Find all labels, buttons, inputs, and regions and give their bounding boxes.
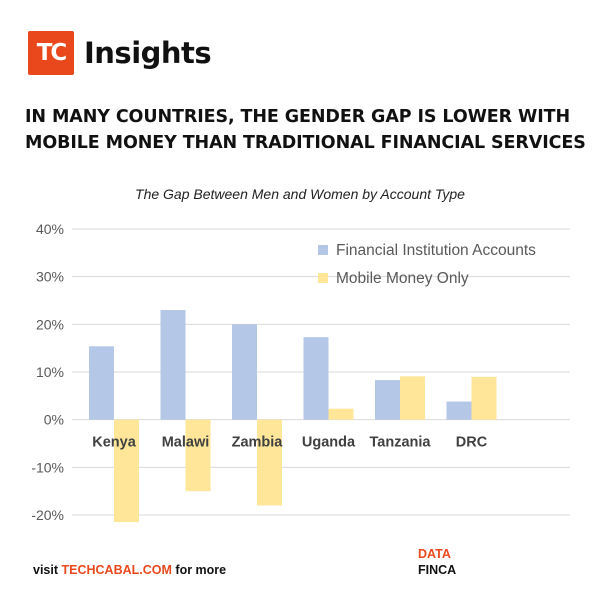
bar-mobile-money-kenya (114, 419, 139, 523)
legend-label: Financial Institution Accounts (336, 242, 536, 259)
y-tick-label: 0% (44, 412, 64, 428)
y-tick-label: 40% (36, 221, 64, 237)
y-tick-label: 30% (36, 269, 64, 285)
x-category-label: DRC (456, 435, 488, 451)
bar-financial-institution-uganda (303, 337, 329, 420)
legend-swatch (318, 245, 328, 255)
y-tick-label: -20% (31, 507, 64, 523)
bar-mobile-money-drc (471, 376, 497, 420)
bar-financial-institution-zambia (232, 324, 257, 420)
bar-financial-institution-tanzania (375, 380, 400, 420)
headline: IN MANY COUNTRIES, THE GENDER GAP IS LOW… (25, 104, 586, 156)
bar-mobile-money-tanzania (400, 376, 425, 420)
chart-title: The Gap Between Men and Women by Account… (135, 186, 465, 202)
headline-line-1: IN MANY COUNTRIES, THE GENDER GAP IS LOW… (25, 107, 571, 127)
bar-mobile-money-zambia (257, 419, 282, 506)
bar-financial-institution-drc (446, 401, 472, 420)
data-label: DATA (418, 547, 451, 561)
y-tick-label: 20% (36, 316, 64, 332)
bar-financial-institution-kenya (89, 346, 114, 420)
x-category-label: Zambia (232, 435, 284, 451)
footer-source: DATA FINCA (418, 547, 456, 577)
legend-swatch (318, 273, 328, 283)
logo-text: Insights (84, 36, 212, 70)
y-tick-label: 10% (36, 364, 64, 380)
x-category-label: Tanzania (370, 435, 432, 451)
footer-more-text: for more (175, 563, 227, 577)
bar-mobile-money-malawi (185, 419, 211, 492)
x-category-label: Malawi (162, 435, 210, 451)
data-source: FINCA (418, 563, 457, 577)
x-category-label: Kenya (92, 435, 136, 451)
bar-mobile-money-uganda (328, 408, 354, 420)
footer-visit: visit TECHCABAL.COM for more (33, 563, 226, 577)
x-category-label: Uganda (302, 435, 356, 451)
y-tick-label: -10% (31, 459, 64, 475)
bar-financial-institution-malawi (160, 310, 186, 420)
legend-label: Mobile Money Only (336, 270, 469, 287)
brand-logo: TC Insights (28, 31, 212, 75)
footer-link[interactable]: TECHCABAL.COM (61, 563, 172, 577)
logo-mark: TC (28, 31, 74, 75)
headline-line-2: MOBILE MONEY THAN TRADITIONAL FINANCIAL … (25, 133, 586, 153)
footer-visit-text: visit (33, 563, 59, 577)
